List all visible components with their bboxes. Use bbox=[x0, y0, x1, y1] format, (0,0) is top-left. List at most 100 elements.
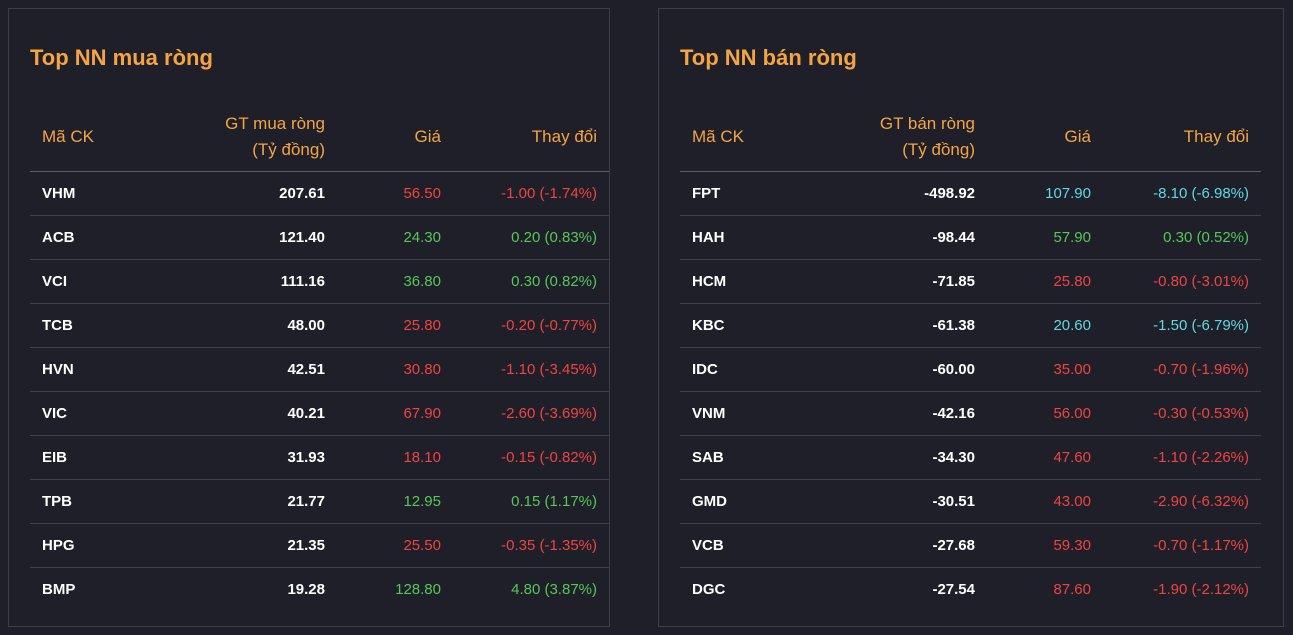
price: 36.80 bbox=[337, 259, 453, 304]
table-header-row: Mã CK GT bán ròng (Tỷ đồng) Giá Thay đổi bbox=[680, 102, 1261, 172]
table-row[interactable]: HAH -98.44 57.90 0.30 (0.52%) bbox=[680, 215, 1261, 260]
stock-code[interactable]: HVN bbox=[30, 347, 187, 392]
table-row[interactable]: GMD -30.51 43.00 -2.90 (-6.32%) bbox=[680, 479, 1261, 524]
net-value: 19.28 bbox=[287, 581, 325, 598]
stock-code[interactable]: HPG bbox=[30, 523, 187, 568]
net-value: 207.61 bbox=[187, 171, 337, 216]
table-row[interactable]: IDC -60.00 35.00 -0.70 (-1.96%) bbox=[680, 347, 1261, 392]
header-value-line2: (Tỷ đồng) bbox=[252, 139, 325, 159]
price-change: -1.90 (-2.12%) bbox=[1153, 581, 1249, 598]
header-change[interactable]: Thay đổi bbox=[453, 102, 609, 172]
table-row[interactable]: TPB 21.77 12.95 0.15 (1.17%) bbox=[30, 479, 609, 524]
price-change: -0.30 (-0.53%) bbox=[1103, 391, 1261, 436]
price: 43.00 bbox=[987, 479, 1103, 524]
price-change: -0.70 (-1.17%) bbox=[1103, 523, 1261, 568]
net-value: -61.38 bbox=[830, 303, 987, 348]
price: 59.30 bbox=[987, 523, 1103, 568]
net-value: 21.35 bbox=[187, 523, 337, 568]
table-row[interactable]: EIB 31.93 18.10 -0.15 (-0.82%) bbox=[30, 435, 609, 480]
price-change: -0.20 (-0.77%) bbox=[453, 303, 609, 348]
price: 35.00 bbox=[987, 347, 1103, 392]
table-row[interactable]: VIC 40.21 67.90 -2.60 (-3.69%) bbox=[30, 391, 609, 436]
header-change[interactable]: Thay đổi bbox=[1103, 102, 1261, 172]
header-price[interactable]: Giá bbox=[987, 102, 1103, 172]
panel-title: Top NN bán ròng bbox=[680, 45, 857, 70]
stock-code[interactable]: HAH bbox=[680, 215, 830, 260]
net-value: -34.30 bbox=[830, 435, 987, 480]
net-value: -498.92 bbox=[830, 171, 987, 216]
top-net-buy-panel: Top NN mua ròng Mã CK GT mua ròng (Tỷ đồn… bbox=[8, 8, 610, 627]
price: 47.60 bbox=[987, 435, 1103, 480]
stock-code[interactable]: VIC bbox=[30, 391, 187, 436]
table-row[interactable]: VNM -42.16 56.00 -0.30 (-0.53%) bbox=[680, 391, 1261, 436]
header-value[interactable]: GT mua ròng (Tỷ đồng) bbox=[187, 102, 337, 172]
price: 67.90 bbox=[337, 391, 453, 436]
stock-code[interactable]: HCM bbox=[680, 259, 830, 304]
table-row[interactable]: VCB -27.68 59.30 -0.70 (-1.17%) bbox=[680, 523, 1261, 568]
price: 56.00 bbox=[987, 391, 1103, 436]
net-value: -60.00 bbox=[830, 347, 987, 392]
net-value: -98.44 bbox=[830, 215, 987, 260]
table-row[interactable]: VHM 207.61 56.50 -1.00 (-1.74%) bbox=[30, 171, 609, 216]
price: 128.80 bbox=[395, 581, 441, 598]
price: 30.80 bbox=[337, 347, 453, 392]
stock-code[interactable]: KBC bbox=[680, 303, 830, 348]
price: 18.10 bbox=[337, 435, 453, 480]
header-price[interactable]: Giá bbox=[337, 102, 453, 172]
stock-code[interactable]: ACB bbox=[30, 215, 187, 260]
price-change: -2.60 (-3.69%) bbox=[453, 391, 609, 436]
price: 12.95 bbox=[337, 479, 453, 524]
stock-code[interactable]: SAB bbox=[680, 435, 830, 480]
price: 87.60 bbox=[1053, 581, 1091, 598]
price: 25.80 bbox=[337, 303, 453, 348]
table-row[interactable]: ACB 121.40 24.30 0.20 (0.83%) bbox=[30, 215, 609, 260]
price: 56.50 bbox=[337, 171, 453, 216]
price-change: -1.50 (-6.79%) bbox=[1103, 303, 1261, 348]
table-row[interactable]: VCI 111.16 36.80 0.30 (0.82%) bbox=[30, 259, 609, 304]
stock-code[interactable]: BMP bbox=[42, 581, 76, 598]
stock-code[interactable]: VCB bbox=[680, 523, 830, 568]
header-code[interactable]: Mã CK bbox=[680, 102, 830, 172]
stock-code[interactable]: EIB bbox=[30, 435, 187, 480]
price-change: 0.15 (1.17%) bbox=[453, 479, 609, 524]
stock-code[interactable]: VHM bbox=[30, 171, 187, 216]
stock-code[interactable]: TCB bbox=[30, 303, 187, 348]
stock-code[interactable]: IDC bbox=[680, 347, 830, 392]
stock-code[interactable]: VNM bbox=[680, 391, 830, 436]
net-value: 111.16 bbox=[187, 259, 337, 304]
table-row[interactable]: DGC -27.54 87.60 -1.90 (-2.12%) bbox=[680, 568, 1261, 612]
table-row[interactable]: HCM -71.85 25.80 -0.80 (-3.01%) bbox=[680, 259, 1261, 304]
table-row[interactable]: KBC -61.38 20.60 -1.50 (-6.79%) bbox=[680, 303, 1261, 348]
stock-code[interactable]: TPB bbox=[30, 479, 187, 524]
price-change: -0.35 (-1.35%) bbox=[453, 523, 609, 568]
table-row[interactable]: FPT -498.92 107.90 -8.10 (-6.98%) bbox=[680, 171, 1261, 216]
net-value: -27.68 bbox=[830, 523, 987, 568]
table-row[interactable]: HVN 42.51 30.80 -1.10 (-3.45%) bbox=[30, 347, 609, 392]
header-code[interactable]: Mã CK bbox=[30, 102, 187, 172]
table-row[interactable]: TCB 48.00 25.80 -0.20 (-0.77%) bbox=[30, 303, 609, 348]
price: 20.60 bbox=[987, 303, 1103, 348]
stock-code[interactable]: FPT bbox=[680, 171, 830, 216]
price-change: 0.20 (0.83%) bbox=[453, 215, 609, 260]
net-value: 40.21 bbox=[187, 391, 337, 436]
net-value: 42.51 bbox=[187, 347, 337, 392]
table-header-row: Mã CK GT mua ròng (Tỷ đồng) Giá Thay đổi bbox=[30, 102, 609, 172]
header-value-line1: GT bán ròng bbox=[879, 113, 975, 133]
stock-code[interactable]: VCI bbox=[30, 259, 187, 304]
net-sell-table: Mã CK GT bán ròng (Tỷ đồng) Giá Thay đổi … bbox=[680, 102, 1261, 611]
net-value: -71.85 bbox=[830, 259, 987, 304]
panel-title: Top NN mua ròng bbox=[30, 45, 213, 70]
table-row[interactable]: HPG 21.35 25.50 -0.35 (-1.35%) bbox=[30, 523, 609, 568]
table-row[interactable]: BMP 19.28 128.80 4.80 (3.87%) bbox=[30, 568, 609, 612]
price-change: 4.80 (3.87%) bbox=[511, 581, 597, 598]
stock-code[interactable]: GMD bbox=[680, 479, 830, 524]
price-change: -1.00 (-1.74%) bbox=[453, 171, 609, 216]
table-row[interactable]: SAB -34.30 47.60 -1.10 (-2.26%) bbox=[680, 435, 1261, 480]
price-change: -0.70 (-1.96%) bbox=[1103, 347, 1261, 392]
price: 24.30 bbox=[337, 215, 453, 260]
header-value-line1: GT mua ròng bbox=[225, 113, 325, 133]
stock-code[interactable]: DGC bbox=[692, 581, 726, 598]
net-value: -27.54 bbox=[932, 581, 975, 598]
header-value[interactable]: GT bán ròng (Tỷ đồng) bbox=[830, 102, 987, 172]
price-change: -2.90 (-6.32%) bbox=[1103, 479, 1261, 524]
